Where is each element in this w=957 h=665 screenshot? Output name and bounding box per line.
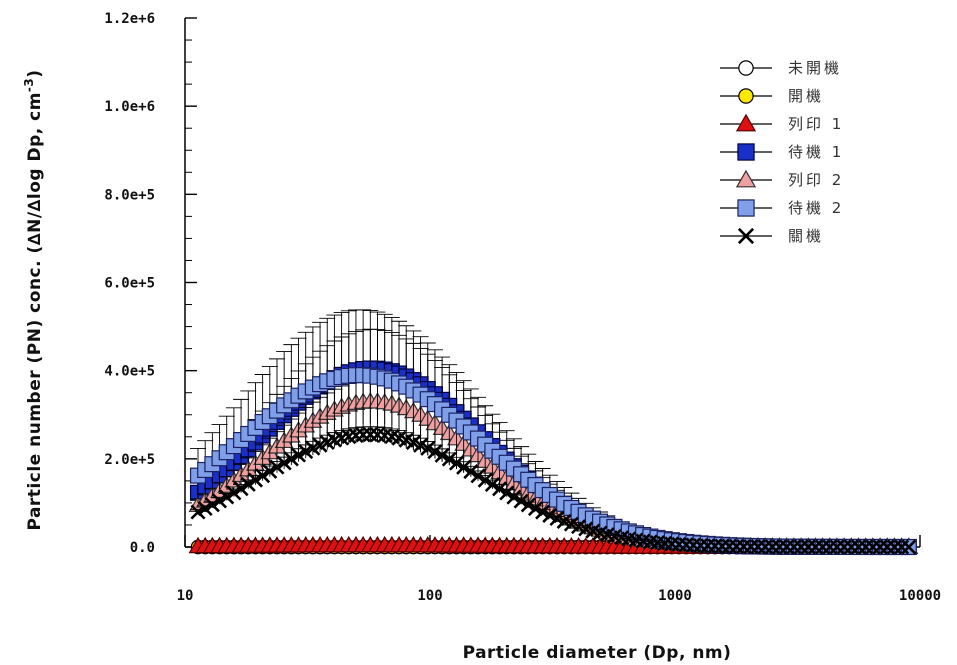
data-point bbox=[226, 485, 242, 501]
data-point bbox=[520, 497, 536, 513]
legend-item: 未開機 bbox=[720, 59, 842, 77]
y-axis-title-superscript: -3 bbox=[22, 78, 36, 92]
data-point bbox=[477, 472, 493, 488]
data-point bbox=[434, 447, 450, 463]
legend-label: 未開機 bbox=[788, 59, 842, 77]
y-tick-label: 8.0e+5 bbox=[104, 187, 155, 203]
data-point bbox=[212, 493, 228, 509]
data-point bbox=[470, 468, 486, 484]
data-point bbox=[427, 444, 443, 460]
x-tick-label: 10 bbox=[177, 588, 194, 604]
data-point bbox=[484, 477, 500, 493]
legend-label: 開機 bbox=[788, 87, 824, 105]
data-point bbox=[276, 455, 292, 471]
legend-label: 列印 1 bbox=[788, 115, 844, 133]
axis-ticks: 0.0 2.0e+5 4.0e+5 6.0e+5 8.0e+5 1.0e+6 1.2e+6 1… bbox=[104, 11, 941, 604]
legend-marker bbox=[737, 143, 755, 161]
data-point bbox=[269, 459, 285, 475]
data-point bbox=[499, 485, 515, 501]
legend-marker bbox=[735, 169, 757, 188]
legend-item: 關機 bbox=[720, 227, 824, 245]
x-tick-label: 100 bbox=[417, 588, 442, 604]
y-tick-label: 1.2e+6 bbox=[104, 11, 155, 27]
legend-marker bbox=[735, 113, 757, 132]
series-7 bbox=[190, 426, 917, 555]
y-axis-title-suffix: ) bbox=[25, 69, 45, 77]
legend-label: 待機 1 bbox=[788, 143, 844, 161]
legend-marker bbox=[738, 88, 754, 104]
data-series bbox=[188, 309, 919, 556]
data-point bbox=[456, 459, 472, 475]
data-point bbox=[448, 455, 464, 471]
y-axis-title: Particle number (PN) conc. (∆N/∆log Dp, … bbox=[22, 69, 45, 530]
legend-label: 待機 2 bbox=[788, 199, 844, 217]
data-point bbox=[901, 539, 917, 555]
x-axis-title: Particle diameter (Dp, nm) bbox=[463, 643, 732, 663]
data-point bbox=[527, 501, 543, 517]
data-point bbox=[506, 489, 522, 505]
legend-item: 待機 1 bbox=[720, 143, 844, 161]
data-point bbox=[190, 504, 206, 520]
x-tick-label: 10000 bbox=[899, 588, 941, 604]
data-point bbox=[247, 472, 263, 488]
legend-marker bbox=[737, 199, 755, 217]
legend-label: 列印 2 bbox=[788, 171, 844, 189]
y-tick-label: 6.0e+5 bbox=[104, 276, 155, 292]
data-point bbox=[463, 464, 479, 480]
y-axis-title-main: Particle number (PN) conc. (∆N/∆log Dp, … bbox=[25, 92, 45, 530]
data-point bbox=[290, 447, 307, 463]
x-tick-label: 1000 bbox=[658, 588, 692, 604]
data-point bbox=[197, 500, 213, 517]
data-point bbox=[283, 451, 299, 467]
legend-item: 待機 2 bbox=[720, 199, 844, 217]
data-point bbox=[219, 489, 235, 505]
y-tick-label: 2.0e+5 bbox=[104, 452, 155, 468]
legend-item: 列印 1 bbox=[720, 113, 844, 133]
data-point bbox=[255, 468, 271, 484]
data-point bbox=[492, 481, 508, 497]
data-point bbox=[204, 497, 220, 513]
legend-marker bbox=[737, 227, 755, 245]
y-tick-label: 1.0e+6 bbox=[104, 99, 155, 115]
legend-item: 列印 2 bbox=[720, 169, 844, 189]
data-point bbox=[441, 451, 457, 467]
data-point bbox=[233, 481, 249, 497]
legend-item: 開機 bbox=[720, 87, 824, 105]
data-point bbox=[262, 463, 278, 479]
data-point bbox=[240, 476, 256, 492]
y-tick-label: 0.0 bbox=[130, 540, 155, 556]
legend-marker bbox=[738, 60, 754, 76]
legend-label: 關機 bbox=[788, 227, 824, 245]
data-point bbox=[513, 493, 529, 509]
y-tick-label: 4.0e+5 bbox=[104, 364, 155, 380]
